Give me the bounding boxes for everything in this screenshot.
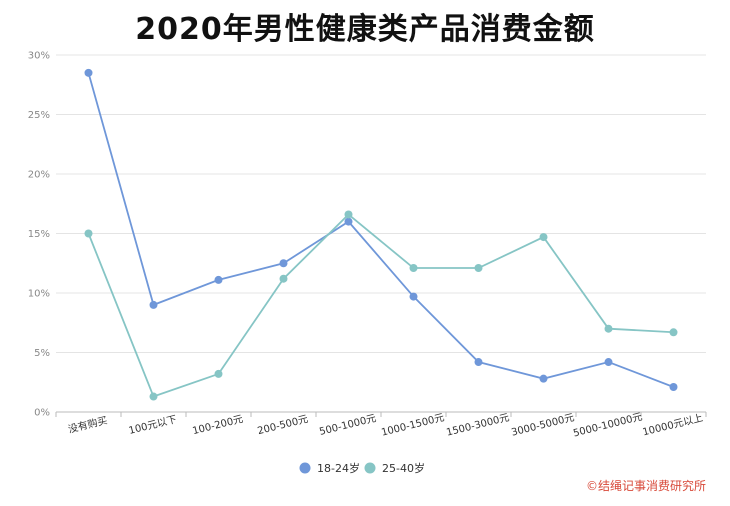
y-tick-label: 30% [28, 51, 50, 62]
x-tick-label: 1000-1500元 [380, 412, 445, 438]
x-tick-label: 100元以下 [128, 414, 178, 437]
y-tick-label: 0% [34, 408, 50, 419]
x-tick-label: 5000-10000元 [572, 412, 643, 440]
data-point [409, 264, 418, 273]
series-2 [84, 210, 678, 401]
legend-label: 18-24岁 [317, 461, 360, 475]
series-line [87, 72, 674, 388]
data-point [149, 300, 158, 309]
data-point [474, 358, 483, 367]
data-point [279, 274, 288, 283]
data-point [539, 374, 548, 383]
data-point [149, 392, 158, 401]
y-tick-label: 20% [28, 170, 50, 181]
y-tick-label: 15% [28, 229, 50, 240]
data-point [214, 369, 223, 378]
legend-item: 18-24岁 [299, 461, 360, 475]
legend-swatch [299, 462, 311, 474]
chart-title: 2020年男性健康类产品消费金额 [135, 12, 595, 47]
y-tick-label: 10% [28, 289, 50, 300]
legend-item: 25-40岁 [364, 461, 425, 475]
data-point [344, 210, 353, 219]
series-1 [84, 68, 678, 392]
x-tick-label: 1500-3000元 [445, 412, 510, 438]
data-point [214, 275, 223, 284]
x-tick-label: 3000-5000元 [510, 412, 575, 438]
legend-swatch [364, 462, 376, 474]
data-point [279, 259, 288, 268]
data-point [344, 217, 353, 226]
x-tick-label: 没有购买 [67, 413, 109, 435]
legend-label: 25-40岁 [382, 461, 425, 475]
data-point [539, 233, 548, 242]
y-tick-label: 25% [28, 110, 50, 121]
x-tick-label: 200-500元 [256, 414, 309, 437]
data-point [669, 328, 678, 337]
watermark: ©结绳记事消费研究所 [585, 479, 706, 493]
x-tick-label: 100-200元 [191, 414, 244, 437]
grid-lines [56, 54, 706, 413]
legend: 18-24岁 25-40岁 [299, 461, 425, 475]
x-tick-label: 500-1000元 [318, 413, 377, 438]
x-axis-ticks: 没有购买 100元以下 100-200元 200-500元 500-1000元 1000-… [55, 412, 707, 440]
data-point [84, 68, 93, 77]
data-point [669, 383, 678, 392]
data-point [604, 324, 613, 333]
x-tick-label: 10000元以上 [641, 412, 704, 439]
data-point [604, 358, 613, 367]
data-point [409, 292, 418, 301]
data-point [84, 229, 93, 238]
y-tick-label: 5% [34, 348, 50, 359]
data-point [474, 264, 483, 273]
y-axis-ticks: 0% 5% 10% 15% 20% 25% 30% [28, 51, 50, 419]
series-group [84, 68, 678, 401]
series-line [87, 213, 674, 398]
